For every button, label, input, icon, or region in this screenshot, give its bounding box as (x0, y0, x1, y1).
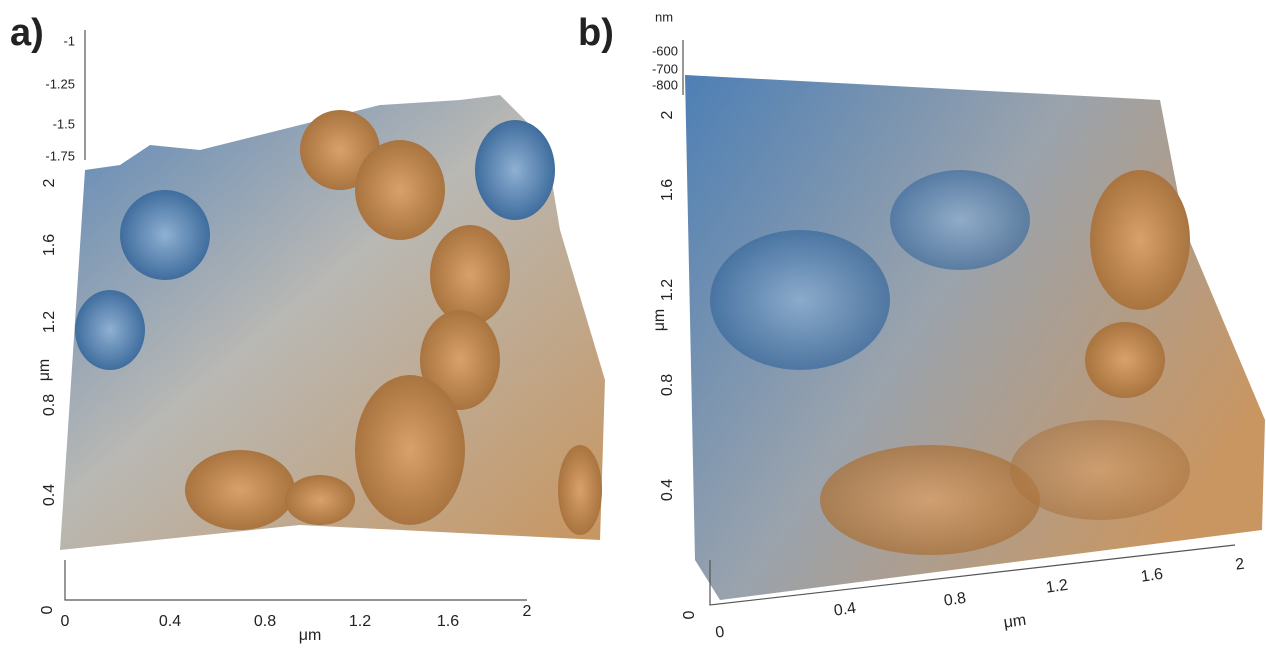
axis-label: μm (1003, 612, 1028, 632)
axis-label: 0.8 (254, 613, 276, 630)
axis-label: 0 (714, 624, 725, 642)
axis-label: nm (655, 9, 673, 24)
axis-label: 2 (1234, 556, 1245, 574)
axis-label: 0.4 (833, 600, 857, 620)
axis-label: 2 (523, 603, 532, 620)
panel-label: a) (10, 12, 44, 54)
axis-label: -1 (63, 33, 75, 48)
axis-label: 2 (41, 178, 58, 187)
axis-label: μm (299, 627, 322, 644)
surface-a (60, 95, 605, 550)
panel-label: b) (578, 12, 614, 54)
axis-label: 1.6 (659, 179, 676, 201)
axis-label: 0.8 (943, 590, 967, 610)
axis-label: 0 (61, 613, 70, 630)
axis-label: -700 (652, 61, 678, 76)
axis-label: 2 (659, 110, 676, 119)
axis-label: 0 (681, 610, 698, 619)
axis-label: 0.8 (659, 374, 676, 396)
axis-label: 1.2 (659, 279, 676, 301)
axis-label: 0.4 (659, 479, 676, 501)
figure: a) -1 -1.25 -1.5 -1.75 2 1.6 1.2 0.8 0.4 0 μm 0 0.4 0.… (0, 0, 1266, 649)
axis-label: 0 (39, 605, 56, 614)
axis-label: -1.75 (45, 148, 75, 163)
axis-label: 0.4 (159, 613, 181, 630)
axis-label: μm (651, 309, 668, 332)
axis-label: -600 (652, 43, 678, 58)
axis-label: -1.25 (45, 76, 75, 91)
axis-label: μm (36, 359, 53, 382)
axis-label: 1.2 (1045, 577, 1069, 597)
axis-label: 1.2 (41, 311, 58, 333)
surface-b (685, 75, 1265, 600)
axis-label: 0.4 (41, 484, 58, 506)
axis-label: -800 (652, 77, 678, 92)
axis-label: 1.2 (349, 613, 371, 630)
axis-label: -1.5 (53, 116, 75, 131)
axis-label: 1.6 (437, 613, 459, 630)
axis-label: 1.6 (1140, 566, 1164, 586)
axis-label: 0.8 (41, 394, 58, 416)
axis-label: 1.6 (41, 234, 58, 256)
